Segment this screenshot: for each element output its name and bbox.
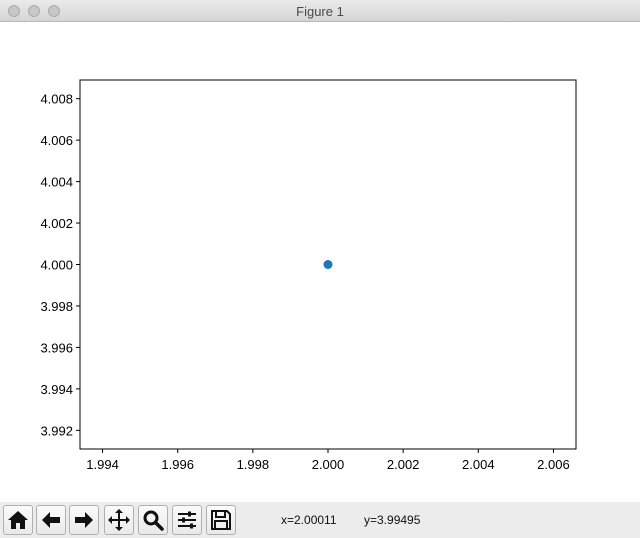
navigation-toolbar: x=2.00011 y=3.99495	[0, 502, 640, 538]
home-button[interactable]	[3, 505, 33, 535]
x-tick-label: 2.002	[387, 457, 420, 472]
pan-button[interactable]	[104, 505, 134, 535]
configure-subplots-button[interactable]	[172, 505, 202, 535]
cursor-y-readout: y=3.99495	[364, 513, 421, 527]
x-tick-label: 2.006	[537, 457, 570, 472]
minimize-window-button[interactable]	[28, 5, 40, 17]
y-tick-label: 4.006	[40, 133, 73, 148]
x-tick-label: 1.996	[161, 457, 194, 472]
arrow-right-icon	[75, 512, 93, 528]
forward-button[interactable]	[69, 505, 99, 535]
move-icon	[108, 509, 130, 531]
cursor-x-readout: x=2.00011	[281, 513, 337, 527]
zoom-window-button[interactable]	[48, 5, 60, 17]
x-tick-label: 2.000	[312, 457, 345, 472]
y-tick-label: 3.992	[40, 423, 73, 438]
magnifier-icon	[143, 510, 164, 531]
zoom-button[interactable]	[138, 505, 168, 535]
sliders-icon	[178, 511, 196, 529]
x-tick-label: 1.994	[86, 457, 119, 472]
home-icon	[8, 511, 28, 529]
plot-area[interactable]: 1.994 1.996 1.998 2.000 2.002 2.004 2.006 3.992…	[0, 22, 640, 502]
y-tick-label: 4.004	[40, 175, 73, 190]
y-tick-label: 3.998	[40, 299, 73, 314]
window-title: Figure 1	[296, 4, 344, 19]
close-window-button[interactable]	[8, 5, 20, 17]
x-tick-label: 2.004	[462, 457, 495, 472]
y-tick-label: 3.996	[40, 340, 73, 355]
figure-canvas[interactable]: 1.994 1.996 1.998 2.000 2.002 2.004 2.006 3.992…	[0, 22, 640, 502]
save-button[interactable]	[206, 505, 236, 535]
y-tick-label: 3.994	[40, 382, 73, 397]
data-point	[323, 260, 333, 269]
axes-frame	[79, 79, 577, 450]
y-tick-label: 4.008	[40, 92, 73, 107]
y-tick-label: 4.002	[40, 216, 73, 231]
back-button[interactable]	[36, 505, 66, 535]
floppy-disk-icon	[211, 510, 231, 530]
x-tick-label: 1.998	[237, 457, 270, 472]
y-tick-label: 4.000	[40, 258, 73, 273]
window-titlebar: Figure 1	[0, 0, 640, 22]
arrow-left-icon	[42, 512, 60, 528]
